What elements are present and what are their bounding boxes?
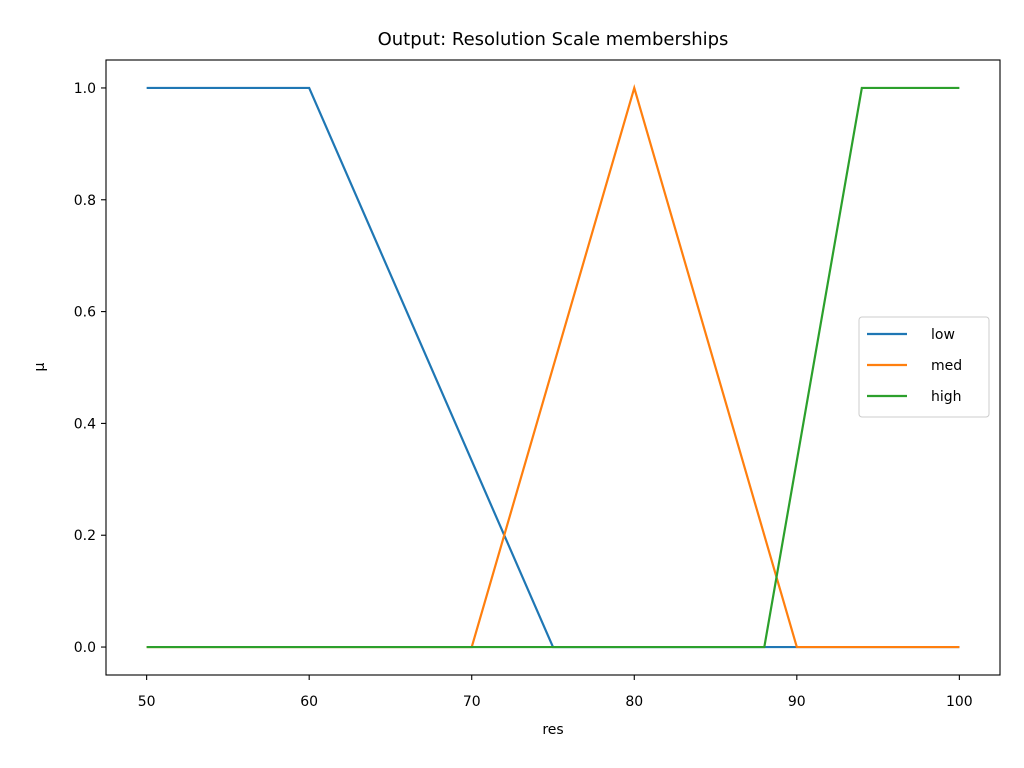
y-tick-label-0.6: 0.6 [74,305,96,321]
x-tick-label-80: 80 [625,694,643,710]
y-tick-label-0.0: 0.0 [74,640,96,656]
x-tick-label-60: 60 [300,694,318,710]
x-tick-label-90: 90 [788,694,806,710]
plot-area: 50 60 70 80 90 100 0.0 0.2 0.4 0.6 0.8 1.0 low med hig… [74,59,1001,710]
legend-box [858,316,990,418]
y-tick-label-0.2: 0.2 [74,528,96,544]
y-tick-label-0.4: 0.4 [74,416,96,432]
legend-label-low: low [931,327,955,343]
series-line-high [146,86,960,649]
x-tick-label-70: 70 [463,694,481,710]
x-axis-label: res [542,722,563,738]
y-axis-label: μ [32,362,48,371]
axes-frame [105,59,1001,676]
chart-title: Output: Resolution Scale memberships [378,29,729,50]
legend-label-high: high [931,389,962,405]
x-tick-label-100: 100 [946,694,973,710]
legend-label-med: med [931,358,962,374]
y-tick-label-1.0: 1.0 [74,81,96,97]
y-tick-label-0.8: 0.8 [74,193,96,209]
x-tick-label-50: 50 [138,694,156,710]
